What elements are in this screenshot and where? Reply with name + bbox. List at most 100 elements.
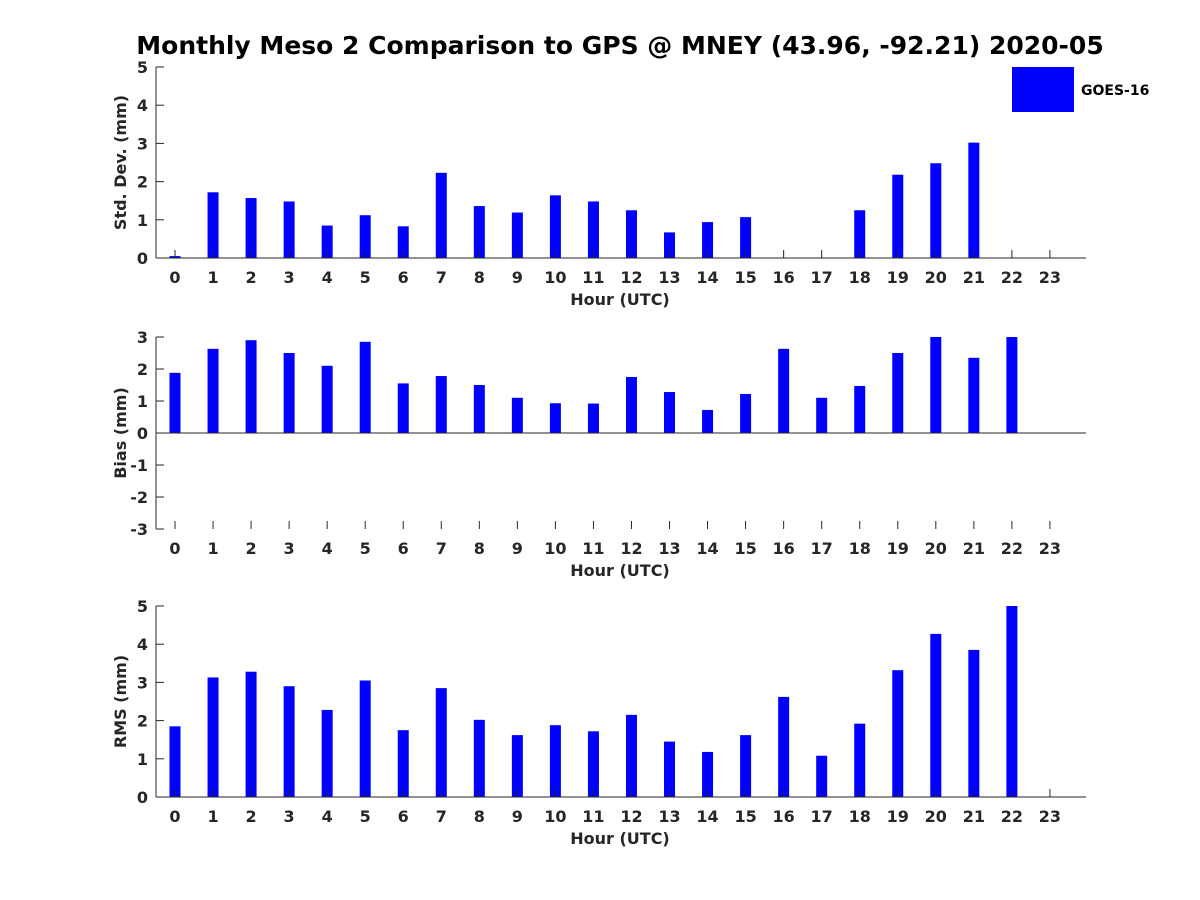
bias-xtick-label: 6: [398, 539, 409, 558]
rms-xtick-label: 11: [582, 807, 604, 826]
bias-bar-10: [549, 403, 561, 433]
std-dev-bar-9: [511, 212, 523, 258]
std-dev-xlabel: Hour (UTC): [570, 290, 670, 309]
rms-bar-15: [740, 735, 752, 797]
rms-xtick-label: 18: [849, 807, 871, 826]
bias-ytick-label: 0: [137, 424, 148, 443]
std-dev-xtick-label: 15: [734, 268, 756, 287]
rms-bar-19: [892, 670, 904, 797]
rms-xtick-label: 10: [544, 807, 566, 826]
std-dev-xtick-label: 6: [398, 268, 409, 287]
std-dev-ytick-label: 1: [137, 211, 148, 230]
std-dev-xtick-label: 7: [436, 268, 447, 287]
bias-ytick-label: -3: [130, 520, 148, 539]
rms-xtick-label: 15: [734, 807, 756, 826]
bias-xtick-label: 9: [512, 539, 523, 558]
bias-xtick-label: 20: [925, 539, 947, 558]
rms-bar-0: [169, 726, 181, 797]
std-dev-ytick-label: 5: [137, 58, 148, 77]
bias-bar-11: [587, 403, 599, 433]
rms-bar-7: [435, 688, 447, 797]
bias-xtick-label: 23: [1039, 539, 1061, 558]
rms-bar-14: [702, 751, 714, 797]
std-dev-bar-5: [359, 215, 371, 258]
bias-bar-9: [511, 397, 523, 433]
rms-bar-11: [587, 731, 599, 797]
std-dev-xtick-label: 2: [246, 268, 257, 287]
rms-xtick-label: 1: [207, 807, 218, 826]
bias-xtick-label: 16: [773, 539, 795, 558]
bias-bar-16: [778, 348, 790, 433]
std-dev-bar-10: [549, 195, 561, 258]
std-dev-xtick-label: 12: [620, 268, 642, 287]
bias-xtick-label: 11: [582, 539, 604, 558]
bias-ytick-label: 3: [137, 328, 148, 347]
rms-xtick-label: 0: [169, 807, 180, 826]
rms-xtick-label: 23: [1039, 807, 1061, 826]
rms-bar-12: [625, 714, 637, 797]
std-dev-xtick-label: 19: [887, 268, 909, 287]
std-dev-bar-2: [245, 198, 257, 258]
bias-bar-15: [740, 393, 752, 433]
std-dev-xtick-label: 14: [696, 268, 718, 287]
bias-bar-0: [169, 372, 181, 433]
std-dev-bar-12: [625, 210, 637, 258]
std-dev-xtick-label: 23: [1039, 268, 1061, 287]
std-dev-bar-3: [283, 201, 295, 258]
bias-bar-2: [245, 340, 257, 433]
std-dev-bar-19: [892, 174, 904, 258]
std-dev-bar-8: [473, 206, 485, 258]
std-dev-bar-13: [664, 232, 676, 258]
rms-bar-4: [321, 709, 333, 797]
bias-bar-12: [625, 377, 637, 433]
rms-xtick-label: 16: [773, 807, 795, 826]
bias-xtick-label: 3: [284, 539, 295, 558]
legend: GOES-16: [1012, 67, 1149, 112]
std-dev-bar-7: [435, 172, 447, 258]
bias-xtick-label: 17: [811, 539, 833, 558]
rms-xtick-label: 8: [474, 807, 485, 826]
rms-xtick-label: 3: [284, 807, 295, 826]
rms-xtick-label: 2: [246, 807, 257, 826]
rms-bar-5: [359, 680, 371, 797]
std-dev-xtick-label: 20: [925, 268, 947, 287]
rms-xtick-label: 4: [322, 807, 333, 826]
std-dev-bar-4: [321, 225, 333, 258]
rms-ytick-label: 5: [137, 597, 148, 616]
bias-bar-21: [968, 357, 980, 433]
std-dev-bar-1: [207, 192, 219, 258]
bias-xtick-label: 12: [620, 539, 642, 558]
rms-bar-3: [283, 686, 295, 797]
std-dev-xtick-label: 13: [658, 268, 680, 287]
std-dev-xtick-label: 22: [1001, 268, 1023, 287]
rms-bar-18: [854, 723, 866, 797]
bias-ytick-label: 1: [137, 392, 148, 411]
rms-ylabel: RMS (mm): [111, 655, 130, 748]
std-dev-bar-21: [968, 142, 980, 258]
bias-xtick-label: 8: [474, 539, 485, 558]
rms-ytick-label: 3: [137, 673, 148, 692]
bias-xtick-label: 0: [169, 539, 180, 558]
std-dev-xtick-label: 5: [360, 268, 371, 287]
bias-ytick-label: -2: [130, 488, 148, 507]
std-dev-xtick-label: 4: [322, 268, 333, 287]
std-dev-xtick-label: 8: [474, 268, 485, 287]
bias-ytick-label: 2: [137, 360, 148, 379]
bias-bar-4: [321, 365, 333, 433]
bias-bar-7: [435, 376, 447, 433]
rms-bar-2: [245, 671, 257, 797]
bias-bar-14: [702, 409, 714, 433]
bias-xtick-label: 14: [696, 539, 718, 558]
bias-bar-3: [283, 353, 295, 433]
bias-bar-1: [207, 348, 219, 433]
std-dev-bar-11: [587, 201, 599, 258]
rms-bar-13: [664, 741, 676, 797]
rms-xtick-label: 5: [360, 807, 371, 826]
bias-xtick-label: 10: [544, 539, 566, 558]
bias-xtick-label: 21: [963, 539, 985, 558]
bias-xtick-label: 18: [849, 539, 871, 558]
std-dev-bar-6: [397, 226, 409, 258]
